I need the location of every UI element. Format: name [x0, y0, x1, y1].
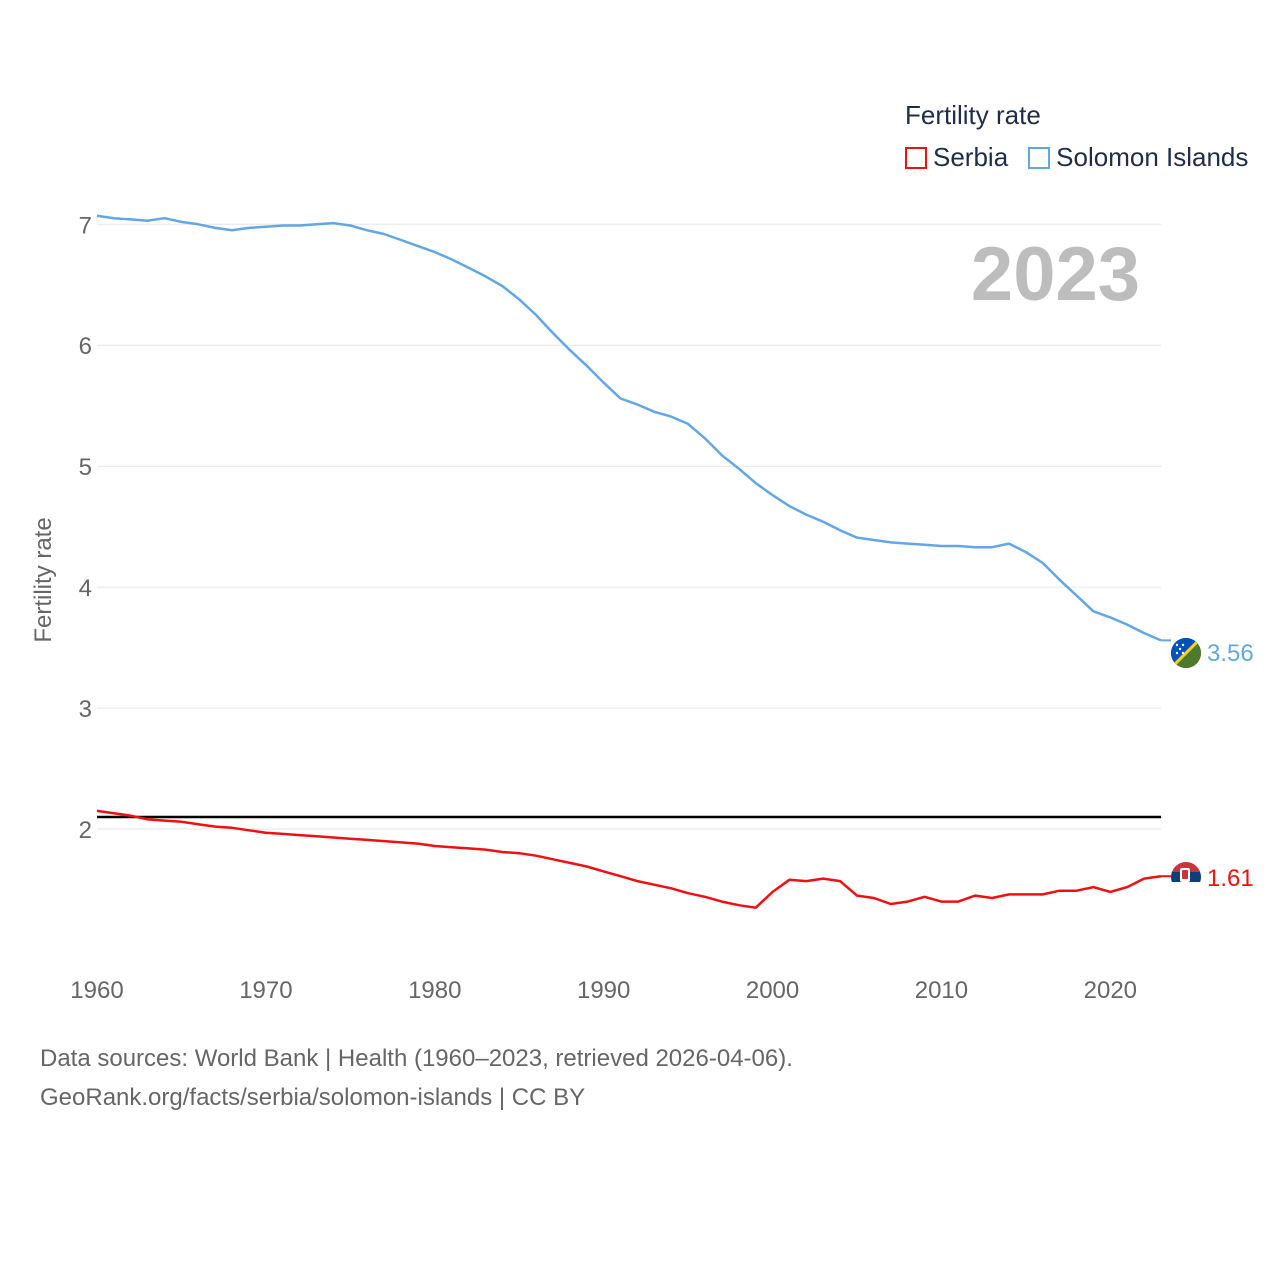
y-tick-label: 6: [79, 333, 92, 360]
y-tick-label: 7: [79, 212, 92, 239]
y-tick-label: 2: [79, 817, 92, 844]
solomon-islands-flag-icon: [1171, 638, 1201, 668]
x-tick-label: 2010: [915, 977, 968, 1004]
footer-link[interactable]: GeoRank.org/facts/serbia/solomon-islands…: [40, 1084, 586, 1111]
solomon-islands-end-value: 3.56: [1207, 640, 1254, 667]
y-axis-label: Fertility rate: [30, 517, 57, 642]
x-axis-ticks: 1960 1970 1980 1990 2000 2010 2020: [70, 977, 1137, 1004]
x-tick-label: 2020: [1084, 977, 1137, 1004]
y-tick-label: 3: [79, 696, 92, 723]
x-tick-label: 1980: [408, 977, 461, 1004]
legend-title: Fertility rate: [905, 100, 1041, 130]
x-tick-label: 1970: [239, 977, 292, 1004]
legend-swatch-serbia: [905, 146, 927, 169]
serbia-end-value: 1.61: [1207, 865, 1254, 892]
gridlines: [97, 223, 1161, 830]
legend-item-solomon-islands[interactable]: Solomon Islands: [1028, 142, 1248, 173]
series-line-serbia: [96, 809, 1162, 909]
legend: Serbia Solomon Islands: [905, 142, 1268, 173]
x-tick-label: 1960: [70, 977, 123, 1004]
legend-label-serbia: Serbia: [933, 142, 1009, 172]
x-tick-label: 1990: [577, 977, 630, 1004]
x-tick-label: 2000: [746, 977, 799, 1004]
serbia-flag-icon: [1171, 862, 1201, 892]
legend-swatch-solomon-islands: [1028, 146, 1051, 169]
series-lines: [96, 214, 1171, 909]
y-tick-label: 4: [79, 575, 92, 602]
legend-label-solomon-islands: Solomon Islands: [1056, 142, 1249, 172]
y-axis-ticks: 2 3 4 5 6 7: [79, 212, 92, 844]
y-tick-label: 5: [79, 454, 92, 481]
legend-item-serbia[interactable]: Serbia: [905, 142, 1008, 173]
series-line-solomon-islands: [96, 214, 1162, 642]
year-label: 2023: [971, 232, 1140, 317]
footer-sources: Data sources: World Bank | Health (1960–…: [40, 1045, 793, 1072]
